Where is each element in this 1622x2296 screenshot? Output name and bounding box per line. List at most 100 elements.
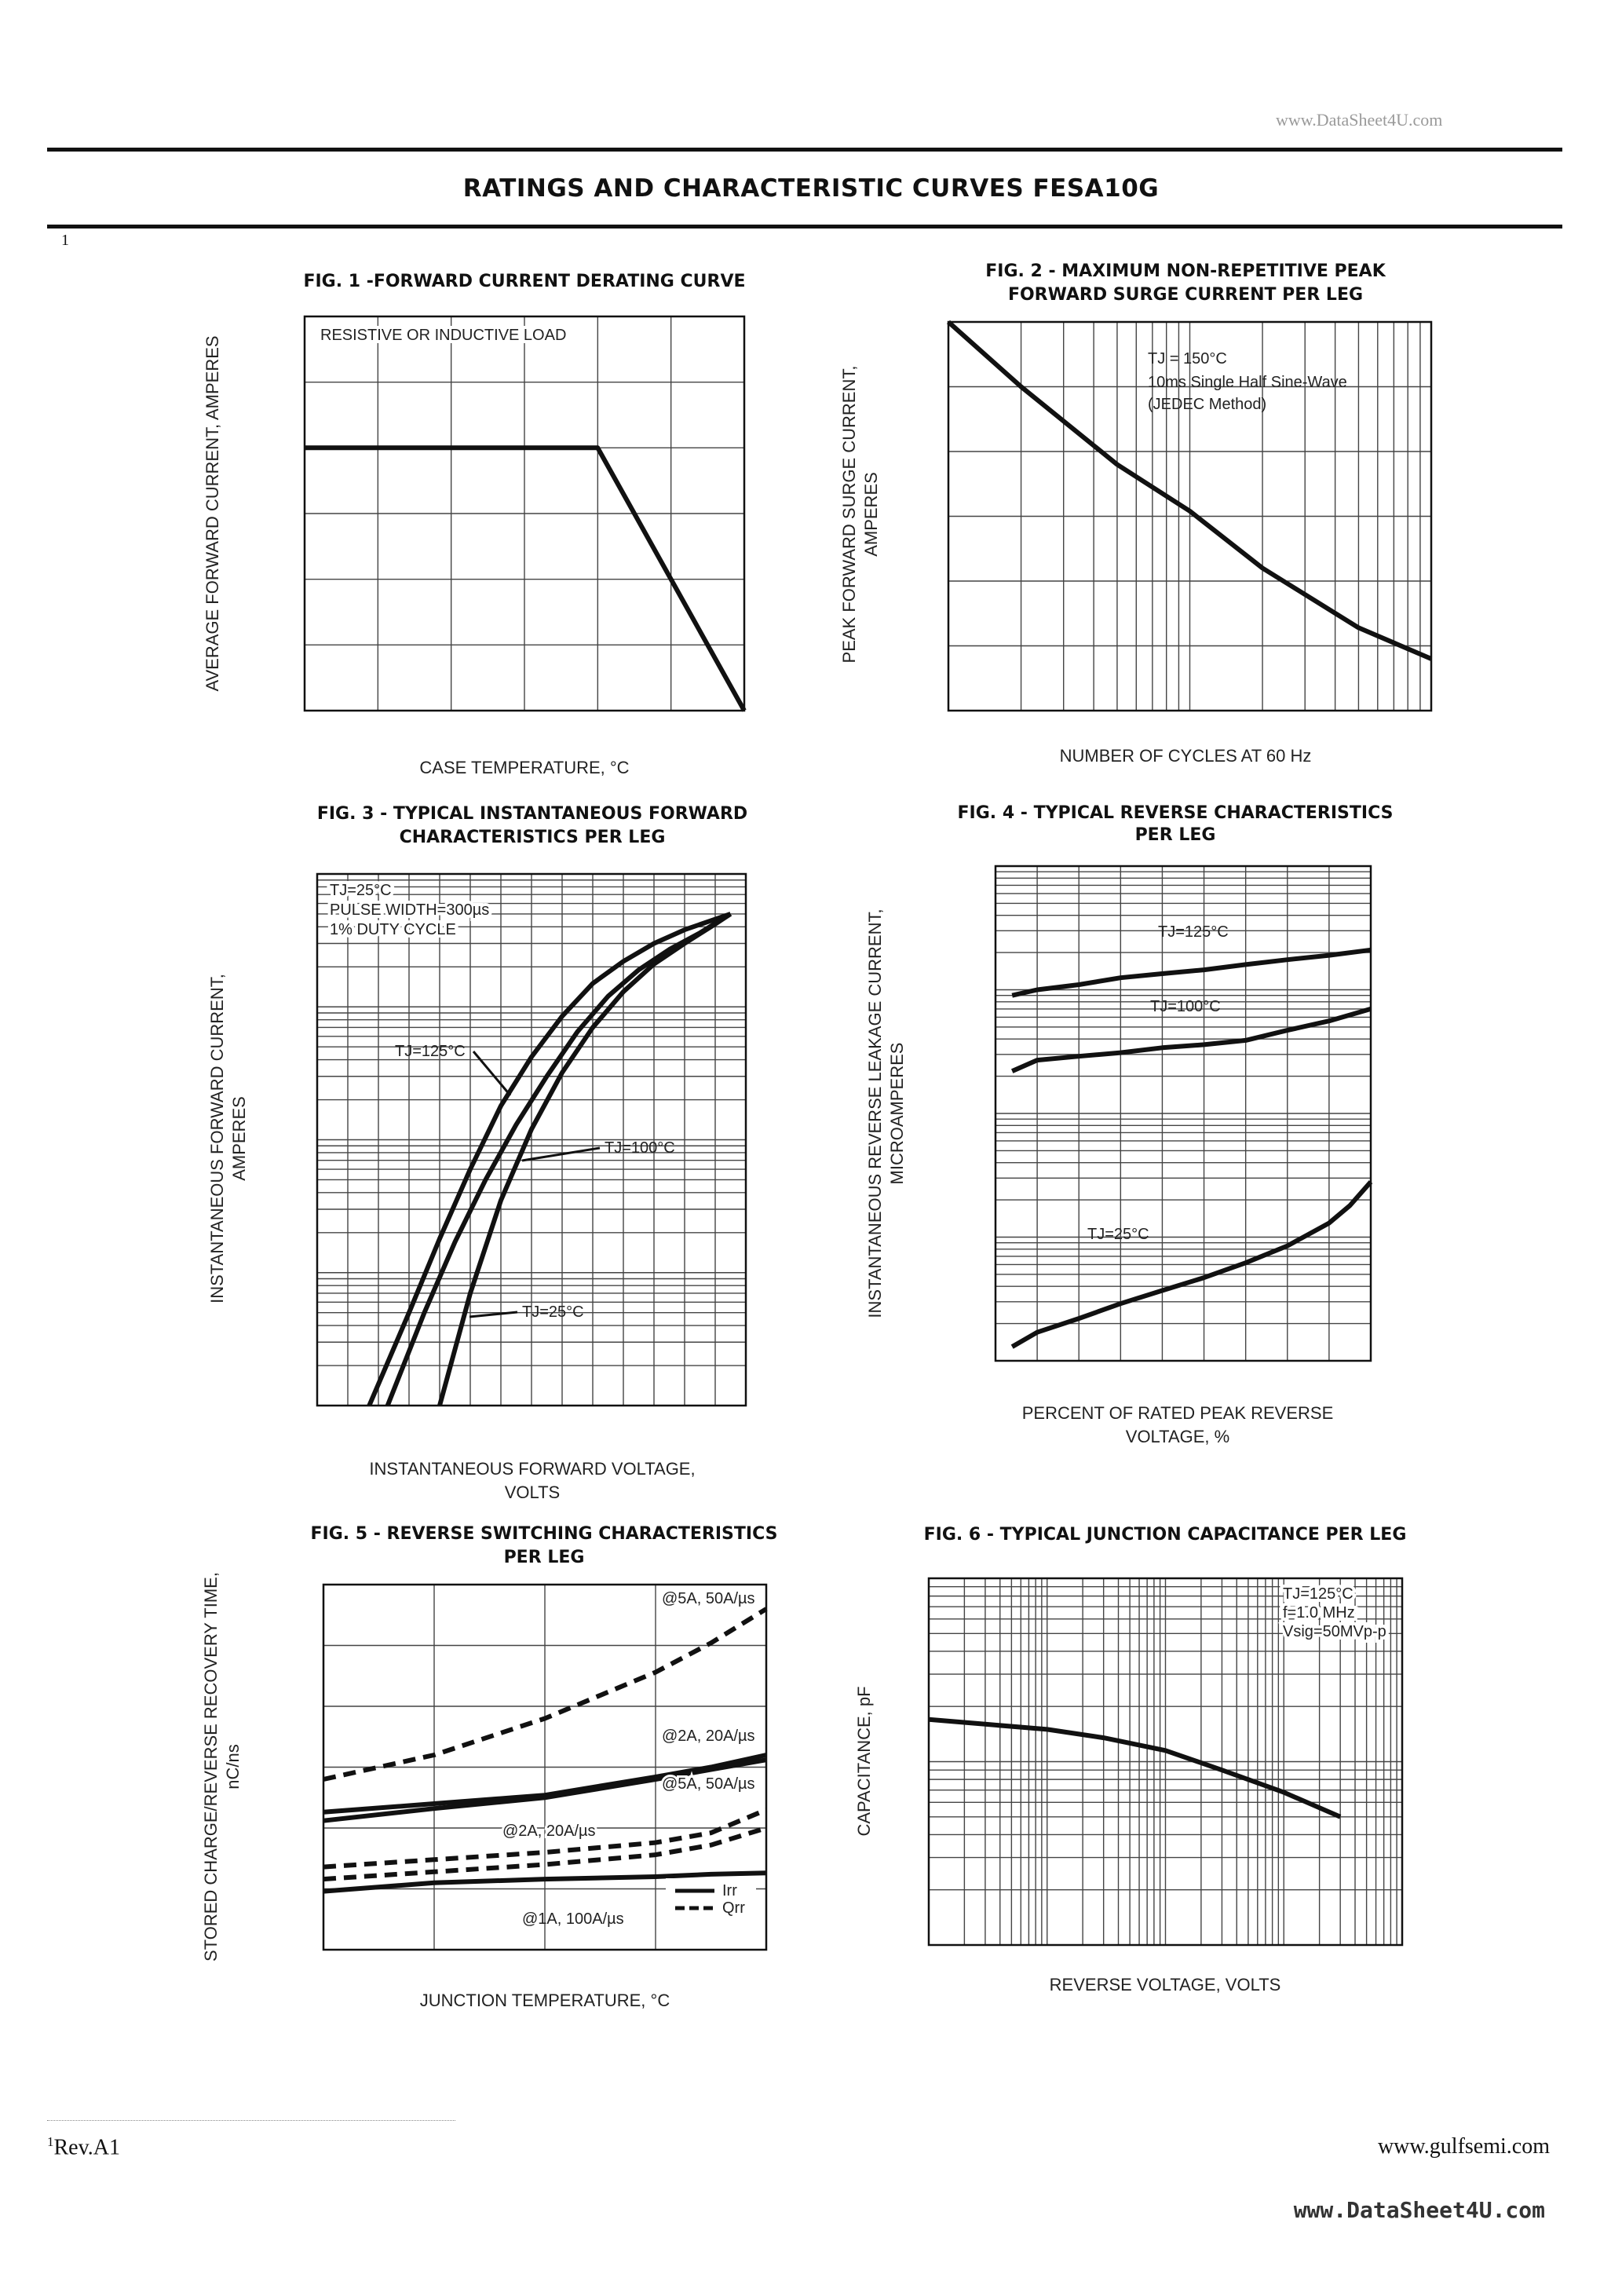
plot-frame	[322, 1583, 768, 1951]
series-label: TJ=100°C	[605, 1139, 675, 1157]
series-line-6	[323, 1870, 767, 1894]
y-axis-label-line: STORED CHARGE/REVERSE RECOVERY TIME,	[201, 1572, 221, 1961]
series-label: @5A, 50A/µs	[662, 1590, 755, 1607]
chart-3-grid	[317, 874, 746, 1406]
series-line-1	[305, 445, 747, 712]
series-label: @1A, 100A/µs	[522, 1910, 624, 1928]
x-axis-label: INSTANTANEOUS FORWARD VOLTAGE,	[369, 1459, 695, 1479]
series-line-1	[928, 1717, 1342, 1819]
series-line-3	[437, 912, 732, 1406]
chart-title-line: FIG. 1 -FORWARD CURRENT DERATING CURVE	[303, 272, 745, 291]
y-axis-label: INSTANTANEOUS REVERSE LEAKAGE CURRENT, MI…	[865, 909, 907, 1318]
plot-frame	[316, 872, 747, 1407]
y-axis-label: AVERAGE FORWARD CURRENT, AMPERES	[203, 335, 222, 691]
chart-title-line: FIG. 6 - TYPICAL JUNCTION CAPACITANCE PE…	[924, 1525, 1407, 1545]
chart-annotation: TJ=125°C	[1283, 1585, 1353, 1603]
series-label: TJ=125°C	[1158, 923, 1229, 941]
chart-annotation: (JEDEC Method)	[1148, 396, 1266, 413]
series-label: @2A, 20A/µs	[662, 1727, 755, 1745]
chart-annotation: 10ms Single Half Sine-Wave	[1148, 374, 1347, 391]
chart-1-grid	[305, 316, 744, 711]
revision-label: 1Rev.A1	[47, 2134, 120, 2160]
top-watermark: www.DataSheet4U.com	[1276, 110, 1443, 130]
plot-frame	[927, 1577, 1404, 1947]
y-axis-label-line: nC/ns	[223, 1744, 243, 1789]
chart-title-line: FIG. 2 - MAXIMUM NON-REPETITIVE PEAK	[985, 261, 1386, 281]
series-line-1	[323, 1607, 768, 1782]
website-link[interactable]: www.gulfsemi.com	[1377, 2134, 1550, 2159]
series-line-3	[1010, 1180, 1373, 1349]
series-label: @5A, 50A/µs	[662, 1775, 755, 1793]
y-axis-label: INSTANTANEOUS FORWARD CURRENT, AMPERES	[207, 974, 249, 1303]
chart-title-line: PER LEG	[504, 1548, 585, 1567]
y-axis-label-line: INSTANTANEOUS FORWARD CURRENT,	[207, 974, 227, 1303]
series-label: TJ=100°C	[1150, 998, 1221, 1015]
series-line-2	[323, 1753, 767, 1815]
chart-title-line: CHARACTERISTICS PER LEG	[400, 828, 666, 847]
plot-frame	[303, 315, 746, 712]
footnote-rule	[47, 2120, 455, 2121]
x-axis-label: VOLTS	[505, 1483, 561, 1502]
series-line-5	[323, 1826, 767, 1882]
y-axis-label-line: AMPERES	[861, 472, 881, 557]
x-axis-label: CASE TEMPERATURE, °C	[419, 758, 629, 777]
footnote-marker: 1	[61, 232, 69, 249]
chart-annotation: TJ=25°C	[330, 882, 392, 899]
y-axis-label-line: AVERAGE FORWARD CURRENT, AMPERES	[203, 335, 222, 691]
series-label: TJ=125°C	[395, 1043, 466, 1060]
y-axis-label-line: INSTANTANEOUS REVERSE LEAKAGE CURRENT,	[865, 909, 885, 1318]
chart-annotation: 1% DUTY CYCLE	[330, 921, 456, 938]
chart-title-line: FIG. 4 - TYPICAL REVERSE CHARACTERISTICS	[958, 803, 1394, 823]
chart-annotation: Vsig=50MVp-p	[1283, 1623, 1386, 1640]
chart-annotation: f=1.0 MHz	[1283, 1604, 1355, 1621]
chart-1: FIG. 1 -FORWARD CURRENT DERATING CURVE CA…	[203, 272, 747, 777]
plot-frame	[947, 320, 1433, 712]
chart-3: FIG. 3 - TYPICAL INSTANTANEOUS FORWARD CH…	[207, 804, 747, 1502]
chart-annotation: RESISTIVE OR INDUCTIVE LOAD	[320, 327, 566, 344]
chart-4: FIG. 4 - TYPICAL REVERSE CHARACTERISTICS…	[865, 803, 1393, 1446]
y-axis-label: STORED CHARGE/REVERSE RECOVERY TIME, nC/n…	[201, 1572, 243, 1961]
series-line-2	[385, 912, 732, 1407]
header-rule-bottom	[47, 225, 1562, 229]
chart-5: FIG. 5 - REVERSE SWITCHING CHARACTERISTI…	[201, 1524, 778, 2010]
series-line-1	[367, 912, 732, 1407]
x-axis-label: JUNCTION TEMPERATURE, °C	[420, 1991, 670, 2010]
legend-entry: Irr	[722, 1882, 737, 1899]
chart-4-grid	[995, 866, 1371, 1361]
y-axis-label-line: MICROAMPERES	[887, 1043, 907, 1185]
plot-frame	[994, 865, 1372, 1362]
legend-entry: Qrr	[722, 1899, 745, 1917]
revision-text: Rev.A1	[53, 2135, 121, 2160]
y-axis-label: CAPACITANCE, pF	[854, 1686, 874, 1836]
revision-marker: 1	[47, 2134, 54, 2149]
y-axis-label-line: CAPACITANCE, pF	[854, 1686, 874, 1836]
chart-title-line: FIG. 3 - TYPICAL INSTANTANEOUS FORWARD	[317, 804, 747, 824]
series-line-1	[1011, 947, 1372, 998]
x-axis-label: REVERSE VOLTAGE, VOLTS	[1050, 1975, 1281, 1994]
chart-title-line: FIG. 5 - REVERSE SWITCHING CHARACTERISTI…	[310, 1524, 777, 1544]
chart-annotation: PULSE WIDTH=300µs	[330, 901, 489, 919]
header-rule-top	[47, 148, 1562, 152]
chart-2-grid	[948, 322, 1431, 711]
series-line-4	[323, 1808, 768, 1870]
series-label-arrow	[521, 1146, 601, 1162]
chart-title-line: FORWARD SURGE CURRENT PER LEG	[1008, 285, 1363, 305]
y-axis-label-line: AMPERES	[229, 1096, 249, 1181]
x-axis-label: NUMBER OF CYCLES AT 60 Hz	[1060, 746, 1312, 766]
x-axis-label: VOLTAGE, %	[1126, 1427, 1229, 1446]
chart-title-line: PER LEG	[1135, 825, 1216, 845]
chart-2: FIG. 2 - MAXIMUM NON-REPETITIVE PEAK FORW…	[839, 261, 1433, 766]
chart-annotation: TJ = 150°C	[1148, 350, 1227, 367]
series-label: TJ=25°C	[1087, 1226, 1149, 1243]
series-label-arrow	[472, 1051, 512, 1096]
bottom-watermark: www.DataSheet4U.com	[1293, 2197, 1545, 2223]
legend-background	[666, 1878, 756, 1930]
y-axis-label: PEAK FORWARD SURGE CURRENT, AMPERES	[839, 366, 881, 664]
x-axis-label: PERCENT OF RATED PEAK REVERSE	[1022, 1403, 1334, 1423]
series-label-arrow	[469, 1311, 518, 1318]
y-axis-label-line: PEAK FORWARD SURGE CURRENT,	[839, 366, 859, 664]
series-label: @2A, 20A/µs	[502, 1823, 596, 1840]
series-line-2	[1010, 1007, 1372, 1073]
